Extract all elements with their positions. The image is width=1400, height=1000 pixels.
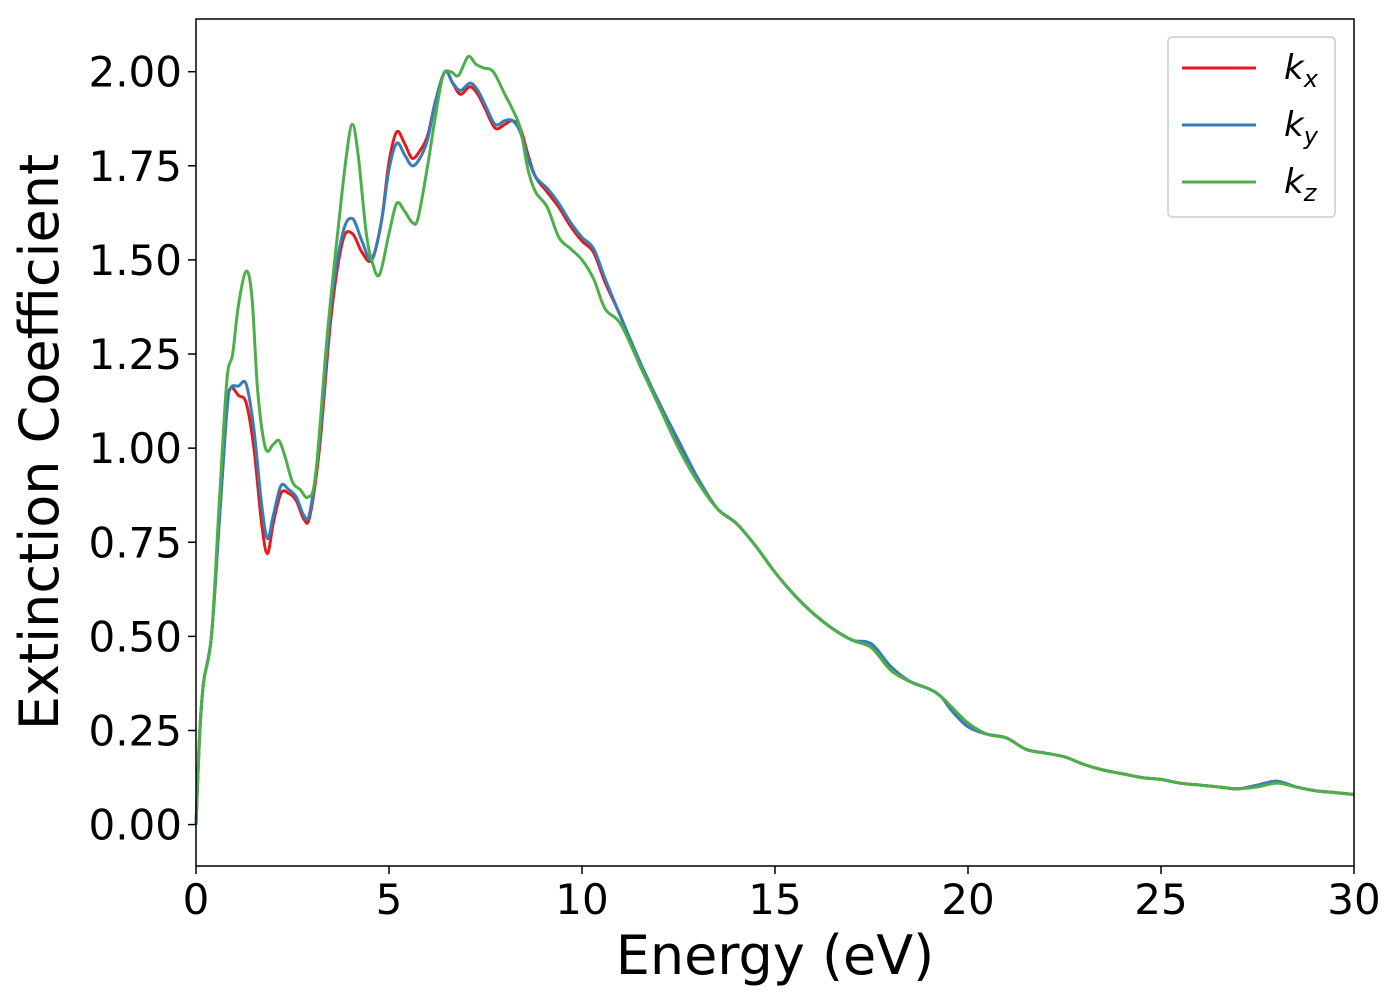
y-tick-label: 0.50: [88, 612, 182, 661]
y-tick-label: 1.25: [88, 330, 182, 379]
x-axis-label: Energy (eV): [616, 924, 935, 987]
x-tick-label: 10: [555, 875, 608, 924]
x-tick-label: 30: [1327, 875, 1380, 924]
y-tick-label: 0.25: [88, 706, 182, 755]
x-tick-label: 5: [376, 875, 403, 924]
x-axis: 0 5 10 15 20 25 30: [183, 866, 1381, 924]
y-tick-label: 0.00: [88, 801, 182, 850]
x-tick-label: 25: [1134, 875, 1187, 924]
y-axis-label: Extinction Coefficient: [8, 154, 71, 730]
x-tick-label: 20: [941, 875, 994, 924]
y-tick-label: 1.50: [88, 236, 182, 285]
y-tick-label: 1.00: [88, 424, 182, 473]
legend-frame: [1167, 36, 1336, 218]
y-axis: 0.00 0.25 0.50 0.75 1.00 1.25 1.50 1.75 2.00: [88, 48, 196, 850]
x-tick-label: 0: [183, 875, 210, 924]
x-tick-label: 15: [748, 875, 801, 924]
y-tick-label: 1.75: [88, 142, 182, 191]
series-line-kz: [194, 54, 1355, 825]
y-tick-label: 0.75: [88, 518, 182, 567]
series-layer: [194, 54, 1355, 825]
y-tick-label: 2.00: [88, 48, 182, 97]
